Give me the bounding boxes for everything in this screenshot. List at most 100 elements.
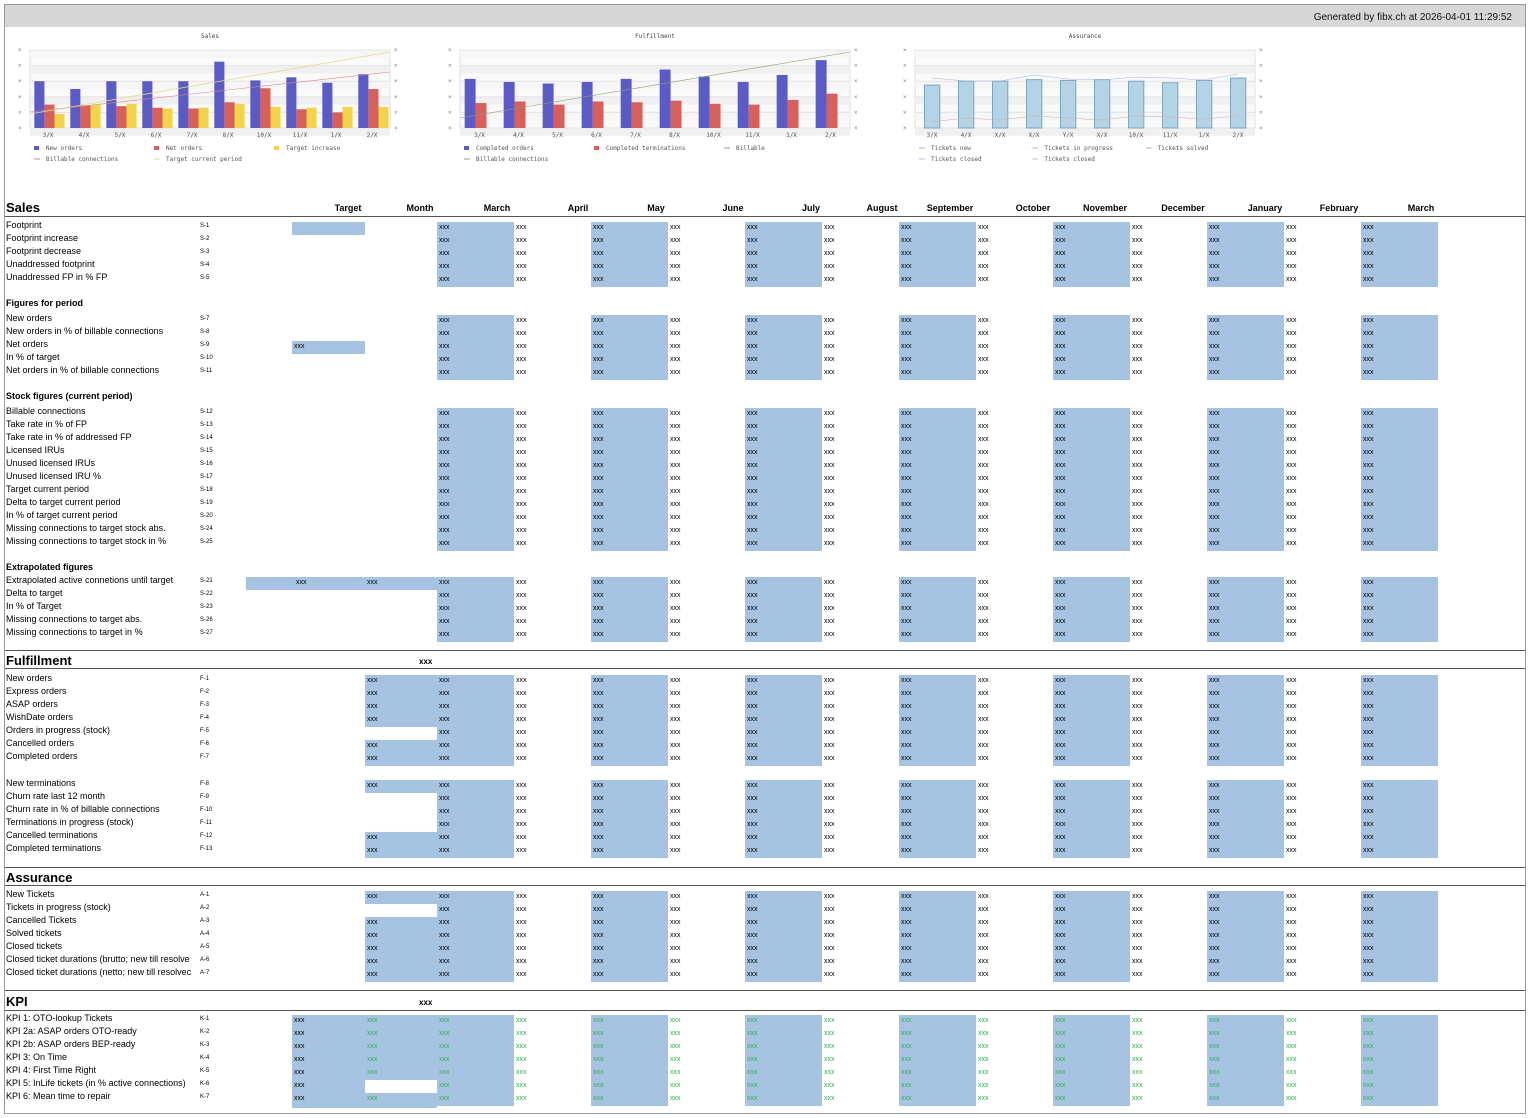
target-value: xxx [294, 1043, 305, 1050]
row-code: F-3 [200, 702, 209, 708]
value-cell: xxx [1209, 971, 1220, 978]
value-cell: xxx [747, 356, 758, 363]
value-column-block [1053, 675, 1130, 766]
value-cell: xxx [901, 1095, 912, 1102]
value-cell: xxx [593, 579, 604, 586]
value-cell: xxx [824, 449, 835, 456]
month-cell [365, 780, 437, 793]
value-cell: xxx [824, 1043, 835, 1050]
value-cell: xxx [1209, 410, 1220, 417]
value-cell: xxx [824, 808, 835, 815]
value-cell: xxx [439, 1056, 450, 1063]
value-cell: xxx [1286, 893, 1297, 900]
y-tick-label: × [903, 79, 907, 85]
value-cell: xxx [747, 1017, 758, 1024]
value-cell: xxx [670, 1056, 681, 1063]
value-cell: xxx [439, 1043, 450, 1050]
target-value: xxx [294, 343, 305, 350]
value-cell: xxx [1286, 1017, 1297, 1024]
value-cell: xxx [439, 1069, 450, 1076]
generated-timestamp: Generated by fibx.ch at 2026-04-01 11:29… [1313, 12, 1512, 23]
column-header: June [722, 203, 744, 213]
month-cell [365, 688, 437, 701]
value-cell: xxx [1363, 436, 1374, 443]
value-cell: xxx [670, 436, 681, 443]
bar [178, 81, 189, 128]
value-cell: xxx [1209, 224, 1220, 231]
value-cell: xxx [978, 971, 989, 978]
month-value: xxx [367, 690, 378, 697]
value-cell: xxx [978, 631, 989, 638]
row-label: In % of target current period [6, 510, 118, 520]
value-cell: xxx [670, 1095, 681, 1102]
value-cell: xxx [1055, 945, 1066, 952]
value-cell: xxx [1286, 618, 1297, 625]
row-code: S-25 [200, 539, 213, 545]
month-value: xxx [367, 958, 378, 965]
value-cell: xxx [1286, 540, 1297, 547]
value-cell: xxx [1132, 919, 1143, 926]
value-cell: xxx [824, 410, 835, 417]
value-cell: xxx [1209, 501, 1220, 508]
value-cell: xxx [439, 579, 450, 586]
value-cell: xxx [1055, 475, 1066, 482]
value-cell: xxx [1132, 488, 1143, 495]
value-cell: xxx [824, 263, 835, 270]
value-cell: xxx [516, 527, 527, 534]
value-cell: xxx [516, 690, 527, 697]
row-code: F-1 [200, 676, 209, 682]
value-cell: xxx [439, 605, 450, 612]
y-tick-label: × [18, 79, 22, 85]
value-cell: xxx [978, 729, 989, 736]
x-tick-label: X/X [1097, 132, 1108, 139]
divider [5, 990, 1525, 991]
value-cell: xxx [670, 893, 681, 900]
value-cell: xxx [1055, 540, 1066, 547]
month-value: xxx [367, 703, 378, 710]
row-code: S-23 [200, 604, 213, 610]
value-cell: xxx [516, 1069, 527, 1076]
value-column-block [899, 222, 976, 287]
y-tick-label: × [903, 110, 907, 116]
value-cell: xxx [1132, 1082, 1143, 1089]
row-label: Missing connections to target in % [6, 627, 143, 637]
row-code: S-4 [200, 262, 210, 268]
value-cell: xxx [1132, 436, 1143, 443]
column-header: December [1161, 203, 1205, 213]
value-cell: xxx [1055, 808, 1066, 815]
value-cell: xxx [978, 410, 989, 417]
row-label: Cancelled terminations [6, 830, 98, 840]
x-tick-label: 5/X [552, 132, 563, 139]
value-column-block [745, 1015, 822, 1106]
value-cell: xxx [901, 716, 912, 723]
value-cell: xxx [670, 808, 681, 815]
value-cell: xxx [1363, 847, 1374, 854]
column-header: April [567, 203, 589, 213]
value-cell: xxx [516, 1082, 527, 1089]
value-cell: xxx [747, 605, 758, 612]
value-column-block [1361, 408, 1438, 551]
value-cell: xxx [1132, 527, 1143, 534]
chart-title: Sales [201, 33, 219, 40]
value-cell: xxx [1286, 729, 1297, 736]
value-cell: xxx [978, 540, 989, 547]
value-cell: xxx [670, 605, 681, 612]
legend-entry: Billable [736, 145, 765, 152]
value-cell: xxx [1209, 755, 1220, 762]
value-cell: xxx [439, 847, 450, 854]
month-value: xxx [367, 919, 378, 926]
value-cell: xxx [1209, 343, 1220, 350]
value-cell: xxx [978, 677, 989, 684]
value-cell: xxx [824, 618, 835, 625]
bar [992, 80, 1009, 129]
value-column-block [899, 1015, 976, 1106]
value-cell: xxx [1055, 782, 1066, 789]
value-cell: xxx [593, 592, 604, 599]
value-cell: xxx [1286, 932, 1297, 939]
row-code: S-3 [200, 249, 210, 255]
row-code: A-4 [200, 931, 210, 937]
row-code: S-5 [200, 275, 210, 281]
value-cell: xxx [747, 592, 758, 599]
y-tick-label: × [854, 48, 858, 54]
value-cell: xxx [516, 514, 527, 521]
